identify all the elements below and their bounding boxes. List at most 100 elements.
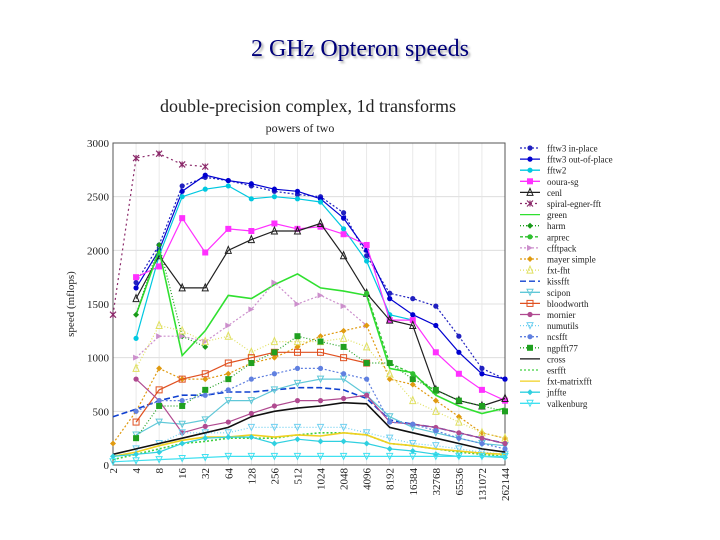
data-point xyxy=(249,181,254,186)
data-point xyxy=(527,168,532,173)
legend-label: cenl xyxy=(547,188,562,198)
data-point xyxy=(180,189,185,194)
data-point xyxy=(456,350,461,355)
data-point xyxy=(110,312,116,318)
chart-subtitle: powers of two xyxy=(266,121,335,135)
legend-label: ooura-sg xyxy=(547,177,579,187)
legend-label: green xyxy=(547,210,567,220)
data-point xyxy=(179,403,185,409)
data-point xyxy=(364,242,370,248)
data-point xyxy=(527,245,533,251)
legend-entry: ooura-sg xyxy=(520,177,579,187)
data-point xyxy=(387,419,392,424)
legend-label: kissfft xyxy=(547,277,570,287)
data-point xyxy=(225,226,231,232)
series-harm xyxy=(133,242,208,350)
data-point xyxy=(156,242,162,248)
x-tick-label: 262144 xyxy=(500,468,512,502)
data-point xyxy=(226,419,231,424)
data-point xyxy=(502,441,507,446)
x-tick-label: 16 xyxy=(177,468,189,480)
y-tick-label: 1000 xyxy=(87,353,110,365)
legend-label: scipon xyxy=(547,288,571,298)
data-point xyxy=(433,304,438,309)
data-point xyxy=(226,387,231,392)
data-point xyxy=(295,398,300,403)
x-tick-label: 4096 xyxy=(362,468,374,491)
data-point xyxy=(272,194,277,199)
data-point xyxy=(249,196,254,201)
legend-entry: esrfft xyxy=(520,366,566,376)
legend-entry: mornier xyxy=(520,310,576,320)
legend-label: ncsfft xyxy=(547,332,568,342)
data-point xyxy=(248,360,254,366)
legend-entry: jnffte xyxy=(520,388,566,398)
series-line xyxy=(367,293,436,392)
data-point xyxy=(156,403,162,409)
data-point xyxy=(271,441,277,447)
data-point xyxy=(318,199,323,204)
data-point xyxy=(225,371,231,377)
data-point xyxy=(387,446,393,452)
data-point xyxy=(502,377,507,382)
x-tick-label: 64 xyxy=(223,468,235,480)
data-point xyxy=(527,312,532,317)
data-point xyxy=(294,436,300,442)
data-point xyxy=(364,393,369,398)
data-point xyxy=(110,441,116,447)
data-point xyxy=(157,398,162,403)
data-point xyxy=(272,403,277,408)
legend: fftw3 in-placefftw3 out-of-placefftw2oou… xyxy=(520,144,613,409)
data-point xyxy=(527,345,533,351)
x-tick-label: 1024 xyxy=(316,468,328,491)
data-point xyxy=(318,366,323,371)
legend-label: mayer simple xyxy=(547,255,596,265)
legend-label: jnffte xyxy=(546,388,566,398)
legend-label: esrfft xyxy=(547,366,566,376)
data-point xyxy=(180,194,185,199)
data-point xyxy=(271,349,277,355)
data-point xyxy=(341,210,346,215)
x-tick-label: 512 xyxy=(292,468,304,485)
data-point xyxy=(341,396,346,401)
data-point xyxy=(249,411,254,416)
data-point xyxy=(295,196,300,201)
data-point xyxy=(502,446,507,451)
data-point xyxy=(527,223,533,229)
data-point xyxy=(527,234,532,239)
data-point xyxy=(527,178,533,184)
series-fxt-matrixfft xyxy=(113,433,505,457)
legend-label: fxt-matrixfft xyxy=(547,377,592,387)
data-point xyxy=(502,408,508,414)
data-point xyxy=(433,428,438,433)
data-point xyxy=(156,365,162,371)
y-tick-label: 500 xyxy=(93,406,110,418)
legend-entry: green xyxy=(520,210,567,220)
legend-entry: mayer simple xyxy=(520,255,596,265)
legend-entry: numutils xyxy=(520,321,579,331)
legend-label: bloodworth xyxy=(547,299,589,309)
data-point xyxy=(527,334,532,339)
data-point xyxy=(456,398,462,404)
y-axis-label: speed (mflops) xyxy=(65,271,77,337)
legend-entry: valkenburg xyxy=(520,399,588,409)
data-point xyxy=(456,430,461,435)
data-point xyxy=(364,441,370,447)
data-point xyxy=(341,226,346,231)
chart-title: double-precision complex, 1d transforms xyxy=(160,96,456,116)
data-point xyxy=(272,371,277,376)
data-point xyxy=(527,157,532,162)
data-point xyxy=(202,387,208,393)
legend-entry: kissfft xyxy=(520,277,570,287)
data-point xyxy=(527,201,533,207)
legend-entry: fftw2 xyxy=(520,166,566,176)
data-point xyxy=(433,349,439,355)
data-point xyxy=(133,409,138,414)
data-point xyxy=(456,334,461,339)
x-tick-label: 32768 xyxy=(431,468,443,496)
legend-label: harm xyxy=(547,221,566,231)
y-tick-label: 3000 xyxy=(87,138,110,150)
data-point xyxy=(156,263,162,269)
x-tick-label: 4 xyxy=(131,468,143,474)
data-point xyxy=(410,422,415,427)
